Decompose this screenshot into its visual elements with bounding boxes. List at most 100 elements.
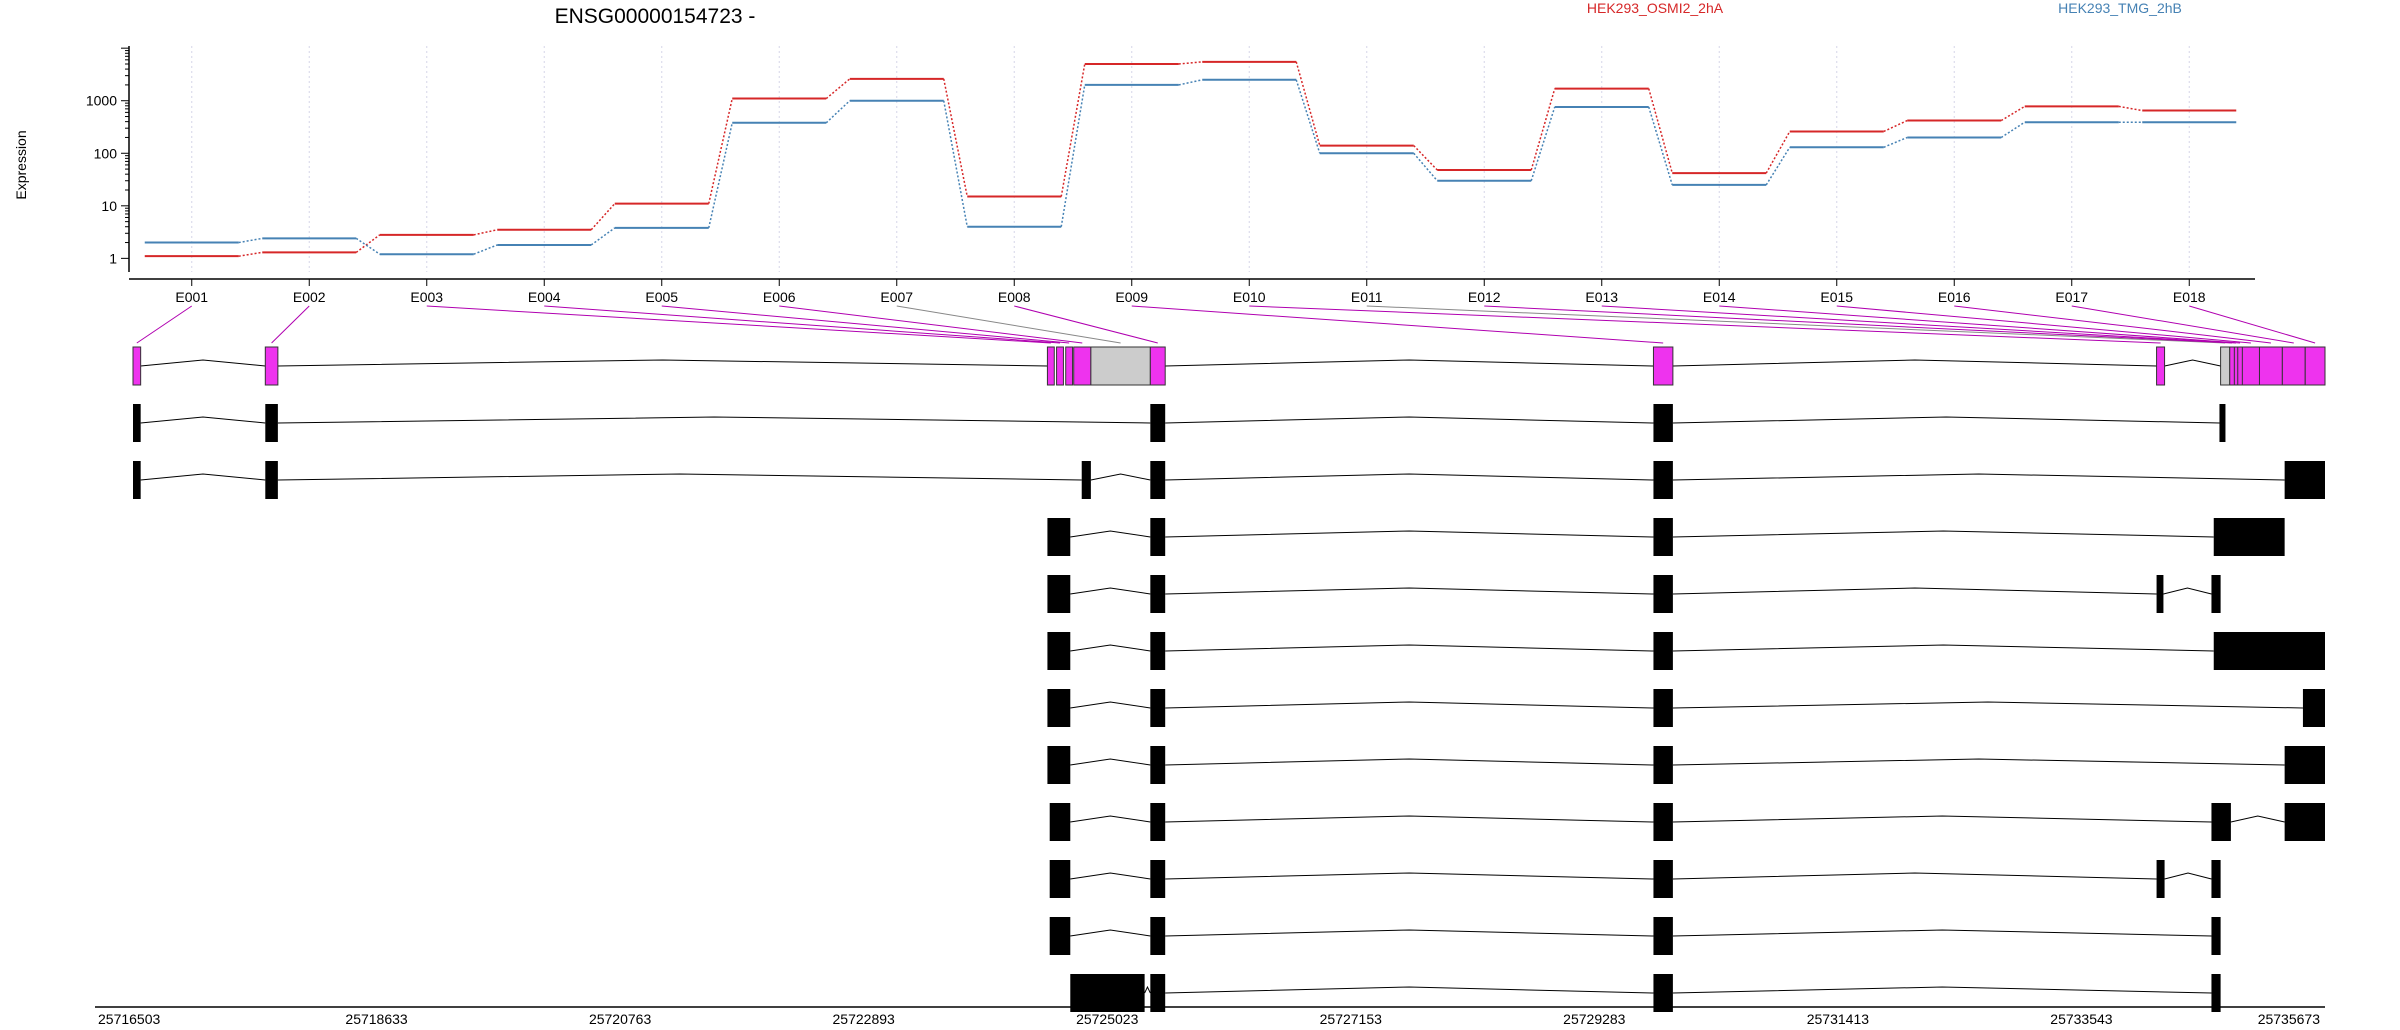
connector-segment xyxy=(1648,88,1673,174)
exon-connector-E002 xyxy=(271,305,310,344)
genomic-coordinate-label: 25733543 xyxy=(2050,1011,2113,1027)
transcript-exon xyxy=(1150,575,1166,613)
exon-label-E015: E015 xyxy=(1820,289,1853,305)
gene-model-exon-E004 xyxy=(1056,346,1064,386)
connector-segment xyxy=(1413,145,1438,171)
gene-model-exon-E006 xyxy=(1073,346,1092,386)
intron-line xyxy=(277,359,1048,367)
intron-line xyxy=(2230,815,2285,823)
gene-model-exon-E009 xyxy=(1652,346,1674,386)
gene-model-exon-E003 xyxy=(1046,346,1055,386)
intron-line xyxy=(1672,986,2212,994)
exon-label-E016: E016 xyxy=(1938,289,1971,305)
connector-segment xyxy=(2000,105,2026,122)
connector-segment xyxy=(1530,88,1556,171)
intron-line xyxy=(1070,872,1151,880)
transcript-4 xyxy=(1047,575,2221,613)
y-tick-label: 1000 xyxy=(86,93,117,109)
intron-line xyxy=(1165,872,1654,880)
series-1 xyxy=(144,60,2237,258)
transcript-exon xyxy=(1653,746,1673,784)
intron-line xyxy=(2164,359,2221,367)
connector-segment xyxy=(825,78,851,100)
transcript-exon xyxy=(1150,860,1166,898)
intron-line xyxy=(277,416,1151,424)
y-tick-label: 10 xyxy=(101,198,117,214)
gene-model-exon-E008 xyxy=(1149,346,1166,386)
transcript-exon xyxy=(1081,461,1091,499)
transcript-exon xyxy=(1653,461,1673,499)
transcript-exon xyxy=(1653,518,1673,556)
transcript-exon xyxy=(1653,860,1673,898)
transcript-5 xyxy=(1047,632,2325,670)
intron-line xyxy=(1090,473,1151,481)
intron-line xyxy=(1672,473,2285,481)
transcript-exon xyxy=(2284,803,2325,841)
transcript-exon xyxy=(1653,803,1673,841)
transcript-exon xyxy=(1070,974,1145,1012)
exon-connector-E004 xyxy=(544,305,1061,344)
intron-line xyxy=(1165,473,1654,481)
exon-connector-E003 xyxy=(426,305,1051,344)
y-axis-title: Expression xyxy=(13,130,29,199)
gene-model-exon-E001 xyxy=(132,346,142,386)
transcript-exon xyxy=(1150,461,1166,499)
genomic-coordinate-label: 25716503 xyxy=(98,1011,161,1027)
grid-layer xyxy=(191,46,2190,272)
exon-connector-E009 xyxy=(1131,305,1664,344)
intron-line xyxy=(1070,929,1151,937)
transcript-exon xyxy=(2211,860,2221,898)
transcript-3 xyxy=(1047,518,2285,556)
intron-line xyxy=(1165,758,1654,766)
exon-label-E018: E018 xyxy=(2173,289,2206,305)
connector-segment xyxy=(1060,84,1086,227)
connector-segment xyxy=(1295,79,1321,154)
transcript-exon xyxy=(1653,404,1673,442)
transcript-exon xyxy=(1150,632,1166,670)
legend-entry-series-2: HEK293_TMG_2hB xyxy=(2058,0,2182,16)
transcript-exon xyxy=(265,404,278,442)
transcript-exon xyxy=(1653,575,1673,613)
connector-segment xyxy=(1530,106,1556,181)
gene-model-track xyxy=(132,346,2326,386)
transcript-6 xyxy=(1047,689,2325,727)
genomic-coordinate-label: 25729283 xyxy=(1563,1011,1626,1027)
transcript-exon xyxy=(1150,518,1166,556)
transcript-9 xyxy=(1049,860,2221,898)
exon-label-E014: E014 xyxy=(1703,289,1736,305)
gene-model-exon-E015 xyxy=(2241,346,2260,386)
exon-label-E004: E004 xyxy=(528,289,561,305)
intron-line xyxy=(1165,416,1654,424)
transcript-exon xyxy=(1047,746,1071,784)
connector-segment xyxy=(1883,136,1908,148)
transcript-tracks xyxy=(133,404,2325,1012)
intron-line xyxy=(1165,929,1654,937)
transcript-exon xyxy=(2213,632,2325,670)
exon-label-E001: E001 xyxy=(175,289,208,305)
intron-line xyxy=(1672,701,2303,709)
intron-line xyxy=(1672,587,2157,595)
transcript-exon xyxy=(1049,860,1071,898)
transcript-exon xyxy=(2284,461,2325,499)
gene-model-exon-E007 xyxy=(1090,346,1151,386)
transcript-exon xyxy=(1049,803,1071,841)
transcript-exon xyxy=(2302,689,2325,727)
exon-connector-E007 xyxy=(896,305,1121,344)
intron-line xyxy=(1672,644,2214,652)
transcript-exon xyxy=(1653,974,1673,1012)
exon-label-E006: E006 xyxy=(763,289,796,305)
connector-segment xyxy=(943,78,968,197)
connector-segment xyxy=(1765,146,1791,186)
transcript-exon xyxy=(2211,917,2221,955)
exon-label-E012: E012 xyxy=(1468,289,1501,305)
intron-line xyxy=(1672,872,2157,880)
exon-connector-E005 xyxy=(661,305,1070,344)
exon-label-E011: E011 xyxy=(1351,289,1383,305)
exon-label-E008: E008 xyxy=(998,289,1031,305)
exon-connector-E010 xyxy=(1249,305,2161,344)
connector-segment xyxy=(1295,61,1321,146)
transcript-exon xyxy=(2284,746,2325,784)
transcript-exon xyxy=(1150,974,1166,1012)
transcript-exon xyxy=(1047,689,1071,727)
